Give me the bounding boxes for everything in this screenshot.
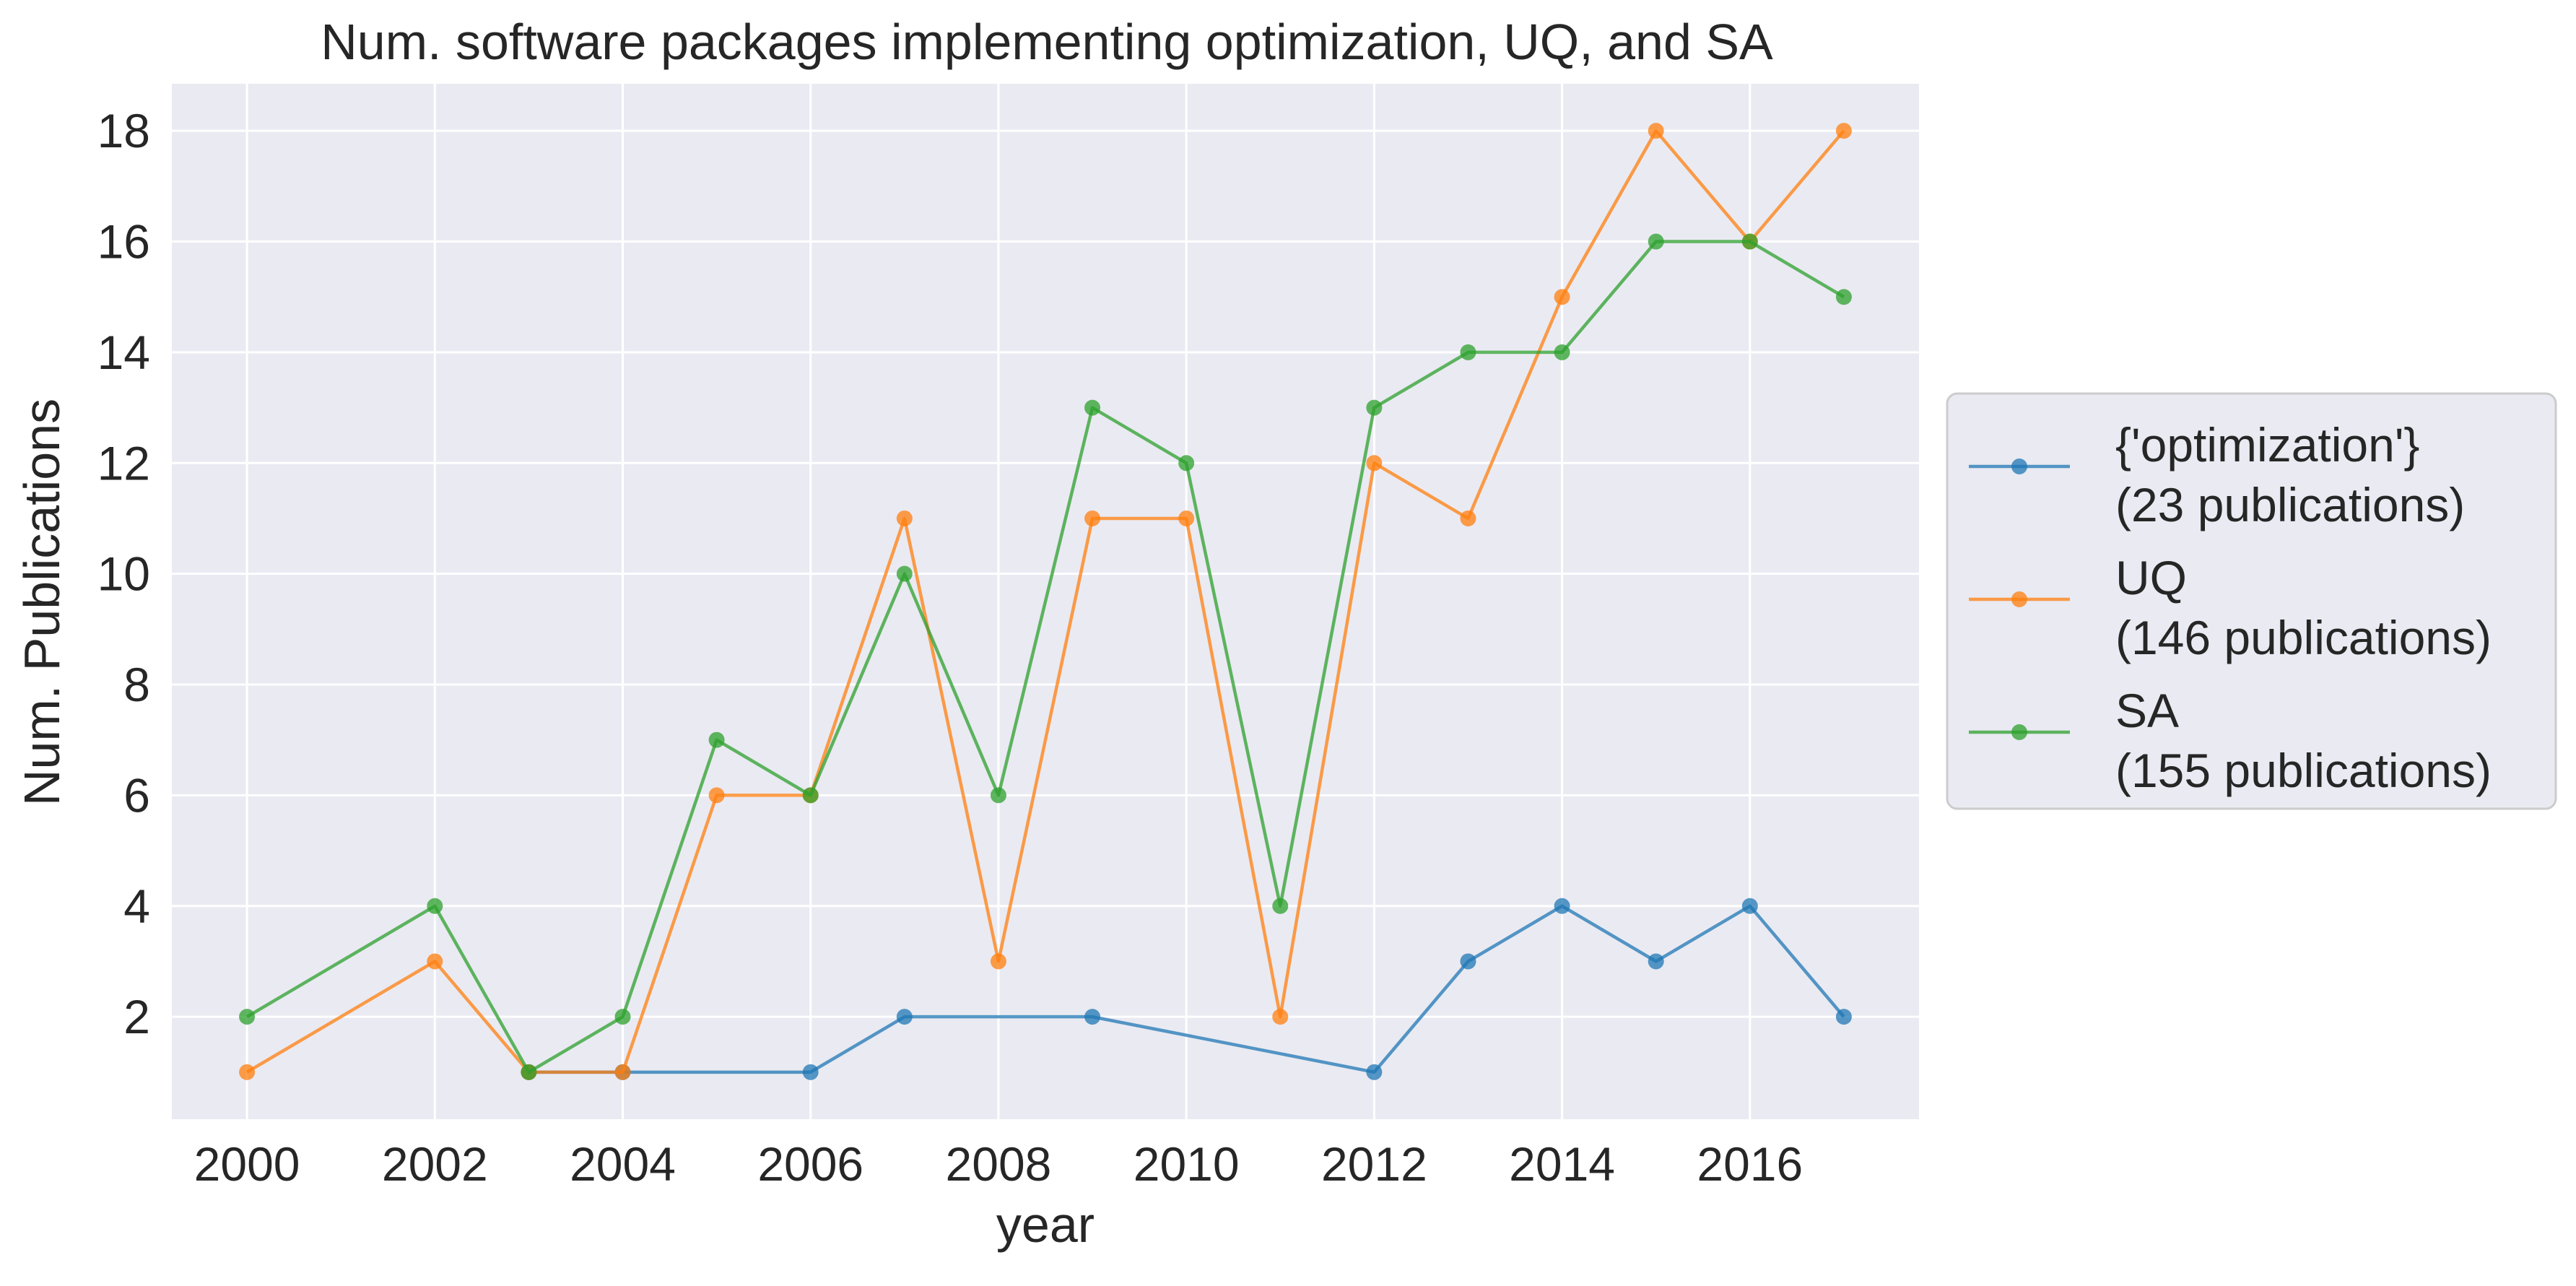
data-point [239, 1064, 256, 1080]
x-tick-label: 2014 [1509, 1137, 1615, 1191]
x-tick-label: 2010 [1133, 1137, 1240, 1191]
data-point [239, 1009, 256, 1025]
x-axis-label: year [996, 1196, 1095, 1253]
legend-label: UQ [2115, 551, 2187, 604]
legend-item: SA (155 publications) [1969, 684, 2492, 797]
chart-title: Num. software packages implementing opti… [321, 14, 1773, 70]
legend-label: SA [2115, 684, 2179, 737]
data-point [521, 1064, 537, 1080]
data-point [1648, 953, 1664, 970]
data-point [1272, 1009, 1289, 1025]
data-point [1460, 344, 1476, 360]
legend-marker [2011, 724, 2027, 740]
data-point [802, 787, 819, 804]
series-layer [239, 123, 1852, 1080]
y-tick-label: 4 [123, 879, 150, 933]
y-tick-label: 8 [123, 658, 150, 711]
legend: {'optimization'} (23 publications) UQ (146 … [1946, 392, 2557, 810]
data-point [1460, 510, 1476, 526]
legend-box [1946, 392, 2557, 810]
data-point [1366, 455, 1383, 472]
data-point [1178, 455, 1195, 472]
x-tick-label: 2002 [382, 1137, 488, 1191]
data-point [990, 953, 1006, 970]
data-point [1084, 510, 1101, 526]
legend-sublabel: (155 publications) [2115, 744, 2492, 797]
data-point [1366, 399, 1383, 416]
y-axis-label: Num. Publications [14, 399, 70, 806]
data-point [1835, 1009, 1852, 1025]
legend-marker [2011, 459, 2027, 474]
x-tick-label: 2004 [570, 1137, 676, 1191]
data-point [614, 1064, 631, 1080]
data-point [1835, 289, 1852, 305]
data-point [1648, 123, 1664, 139]
data-point [1084, 399, 1101, 416]
data-point [1366, 1064, 1383, 1080]
legend-item: {'optimization'} (23 publications) [1969, 418, 2465, 531]
data-point [1554, 898, 1570, 914]
data-point [427, 953, 443, 970]
data-point [1554, 344, 1570, 360]
y-tick-label: 16 [97, 215, 150, 269]
legend-item: UQ (146 publications) [1969, 551, 2492, 664]
data-point [1272, 898, 1289, 914]
y-tick-label: 2 [123, 990, 150, 1043]
data-point [614, 1009, 631, 1025]
x-tick-label: 2006 [757, 1137, 863, 1191]
data-point [708, 731, 725, 748]
y-tick-label: 6 [123, 768, 150, 822]
data-point [896, 510, 913, 526]
data-point [708, 787, 725, 804]
x-tick-label: 2000 [194, 1137, 300, 1191]
legend-sublabel: (146 publications) [2115, 611, 2492, 664]
data-point [1460, 953, 1476, 970]
grid [172, 84, 1919, 1119]
x-tick-label: 2016 [1697, 1137, 1803, 1191]
data-point [802, 1064, 819, 1080]
x-tick-label: 2012 [1321, 1137, 1427, 1191]
y-tick-label: 12 [97, 436, 150, 490]
legend-sublabel: (23 publications) [2115, 478, 2465, 531]
data-point [1741, 233, 1758, 250]
legend-label: {'optimization'} [2115, 418, 2419, 472]
series-1 [521, 898, 1852, 1080]
data-point [1648, 233, 1664, 250]
data-point [1741, 898, 1758, 914]
tick-labels: 2000 2002 2004 2006 2008 2010 2012 2014 2016 2 4 6 8… [97, 104, 1803, 1191]
data-point [990, 787, 1006, 804]
data-point [896, 1009, 913, 1025]
data-point [1178, 510, 1195, 526]
x-tick-label: 2008 [946, 1137, 1052, 1191]
data-point [1084, 1009, 1101, 1025]
series-3 [239, 233, 1852, 1080]
data-point [896, 565, 913, 582]
legend-marker [2011, 591, 2027, 607]
y-tick-label: 10 [97, 547, 150, 601]
y-tick-label: 14 [97, 326, 150, 379]
data-point [427, 898, 443, 914]
data-point [1835, 123, 1852, 139]
y-tick-label: 18 [97, 104, 150, 157]
data-point [1554, 289, 1570, 305]
